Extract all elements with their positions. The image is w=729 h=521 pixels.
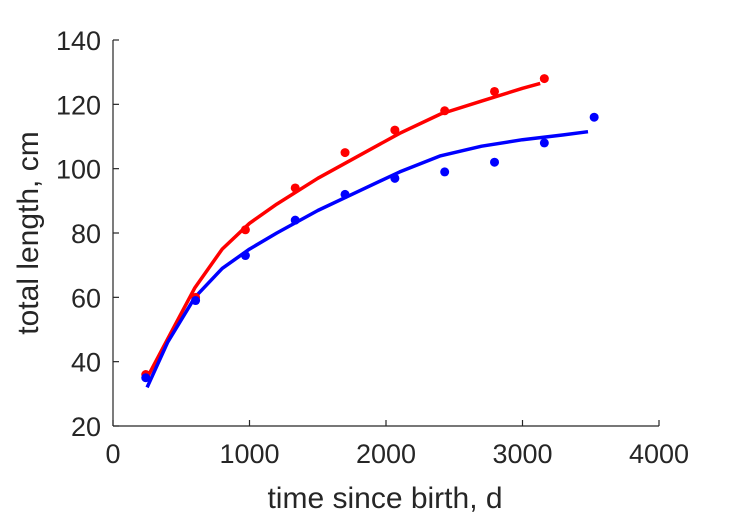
y-tick-label: 60 <box>71 283 101 313</box>
y-tick-label: 80 <box>71 219 101 249</box>
data-point-series-1 <box>440 106 450 116</box>
data-point-series-2 <box>240 251 250 261</box>
x-tick-label: 3000 <box>492 439 552 469</box>
data-point-series-2 <box>141 373 151 383</box>
data-point-series-1 <box>240 225 250 235</box>
data-point-series-2 <box>440 167 450 177</box>
data-point-series-1 <box>340 148 350 158</box>
axes: 0 1000 2000 3000 4000 20 40 60 80 100 120 140 <box>56 26 689 469</box>
y-axis-label: total length, cm <box>12 131 45 334</box>
y-tick-label: 40 <box>71 348 101 378</box>
data-point-series-2 <box>191 296 201 306</box>
data-point-series-2 <box>390 173 400 183</box>
data-point-series-1 <box>290 183 300 193</box>
fit-line-2 <box>145 129 589 389</box>
fit-line-1 <box>145 81 541 379</box>
data-point-series-1 <box>390 125 400 135</box>
data-point-series-2 <box>290 215 300 225</box>
x-axis-label: time since birth, d <box>267 482 502 515</box>
y-tick-label: 100 <box>56 155 101 185</box>
fit-lines <box>145 81 589 389</box>
data-points <box>141 74 599 383</box>
data-point-series-2 <box>589 112 599 122</box>
y-tick-label: 120 <box>56 90 101 120</box>
x-tick-label: 0 <box>105 439 120 469</box>
data-point-series-2 <box>539 138 549 148</box>
data-point-series-1 <box>539 74 549 84</box>
y-tick-label: 20 <box>71 412 101 442</box>
data-point-series-2 <box>490 157 500 167</box>
data-point-series-1 <box>490 86 500 96</box>
x-tick-label: 1000 <box>219 439 279 469</box>
y-tick-label: 140 <box>56 26 101 56</box>
x-tick-label: 2000 <box>356 439 416 469</box>
data-point-series-2 <box>340 189 350 199</box>
x-tick-label: 4000 <box>629 439 689 469</box>
